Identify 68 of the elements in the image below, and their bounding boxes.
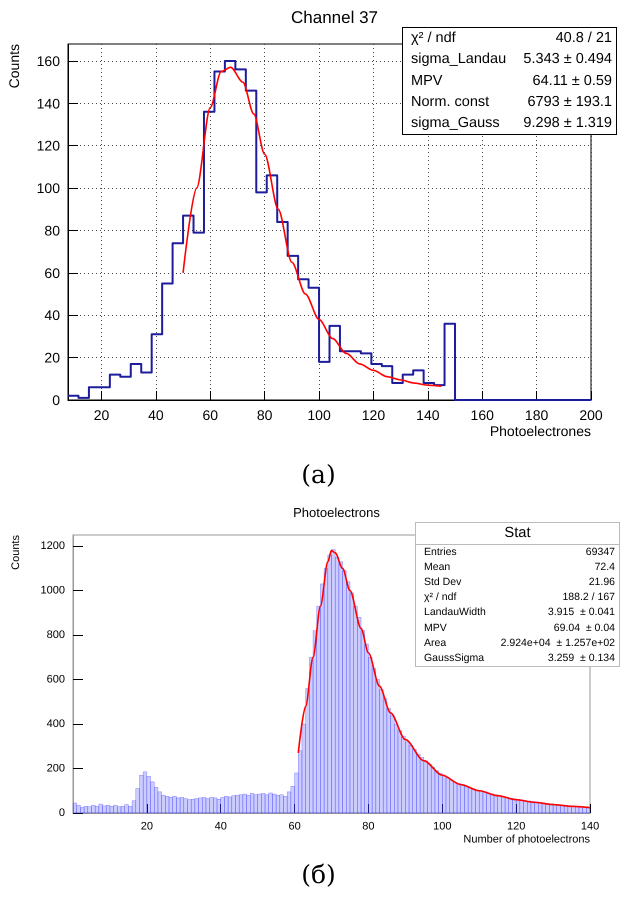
y-tick-label: 140 <box>36 95 60 112</box>
y-axis-title: Counts <box>6 44 22 88</box>
x-tick-label: 160 <box>470 407 494 423</box>
annotation: 21.96 <box>588 574 615 590</box>
y-tick-label: 0 <box>52 392 60 408</box>
annotation: 40.8 / 21 <box>556 29 612 48</box>
x-tick-label: 200 <box>579 407 603 423</box>
y-tick-label: 800 <box>46 629 65 642</box>
annotation: 3.259 ± 0.134 <box>548 650 615 666</box>
annotation: MPV <box>424 620 447 636</box>
annotation: Area <box>424 636 446 651</box>
x-tick-label: 100 <box>307 407 331 423</box>
annotation: sigma_Gauss <box>411 114 500 134</box>
annotation: Entries <box>424 544 457 560</box>
x-tick-label: 140 <box>416 407 440 423</box>
y-tick-label: 120 <box>36 138 60 154</box>
text: 72.4 <box>594 560 615 575</box>
annotation: MPV <box>411 72 442 91</box>
y-tick-label: 60 <box>44 264 60 281</box>
annotation: χ² / ndf <box>424 590 456 606</box>
y-tick-label: 200 <box>46 762 65 775</box>
x-tick-label: 120 <box>362 407 386 423</box>
y-tick-label: 20 <box>44 350 60 366</box>
annotation: 5.343 ± 0.494 <box>523 50 612 70</box>
y-tick-label: 80 <box>44 222 60 238</box>
annotation: LandauWidth <box>424 605 486 620</box>
x-tick-label: 80 <box>256 407 273 423</box>
y-tick-label: 1200 <box>40 540 65 552</box>
y-tick-label: 1000 <box>40 584 65 597</box>
y-tick-label: 160 <box>36 52 60 69</box>
chart-title: Channel 37 <box>291 8 378 27</box>
annotation: 3.915 ± 0.041 <box>548 605 615 620</box>
x-axis-title: Number of photoelectrons <box>463 834 590 846</box>
x-tick-label: 60 <box>288 820 301 832</box>
annotation: Mean <box>424 560 450 575</box>
x-tick-label: 100 <box>433 820 452 832</box>
x-tick-label: 120 <box>506 820 526 832</box>
x-tick-label: 80 <box>362 820 375 832</box>
annotation: 2.924e+04 ± 1.257e+02 <box>500 636 615 651</box>
x-tick-label: 20 <box>140 820 153 832</box>
annotation: 69347 <box>586 544 615 560</box>
annotation: 6793 ± 193.1 <box>527 92 612 112</box>
annotation: Std Dev <box>424 574 462 590</box>
x-axis-title: Photoelectrones <box>490 423 591 439</box>
x-tick-label: 60 <box>202 407 218 423</box>
y-tick-label: 40 <box>44 307 60 324</box>
text: (б) <box>300 860 337 889</box>
annotation: GaussSigma <box>424 650 484 666</box>
y-tick-label: 0 <box>58 807 65 819</box>
x-tick-label: 20 <box>94 407 110 423</box>
annotation: Stat <box>416 523 619 545</box>
y-tick-label: 600 <box>46 674 65 686</box>
text: (a) <box>300 460 337 489</box>
annotation: 64.11 ± 0.59 <box>532 72 612 91</box>
annotation: Norm. const <box>411 92 490 112</box>
annotation: 9.298 ± 1.319 <box>523 114 612 134</box>
annotation: sigma_Landau <box>411 50 506 70</box>
x-tick-label: 40 <box>214 820 227 832</box>
x-tick-label: 40 <box>148 407 164 423</box>
annotation: 69.04 ± 0.04 <box>554 620 615 636</box>
annotation: 188.2 / 167 <box>562 590 615 606</box>
y-tick-label: 100 <box>36 180 60 196</box>
x-tick-label: 180 <box>524 407 548 423</box>
annotation: χ² / ndf <box>411 29 456 48</box>
x-tick-label: 140 <box>580 820 600 832</box>
y-axis-title: Counts <box>10 534 22 570</box>
y-tick-label: 400 <box>46 718 65 730</box>
chart-title: Photoelectrons <box>293 505 380 520</box>
